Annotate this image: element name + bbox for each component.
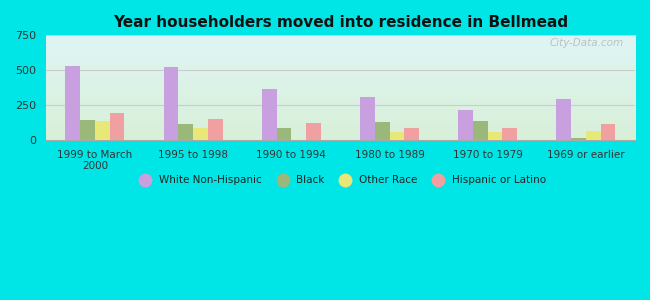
Bar xyxy=(488,132,502,140)
Bar xyxy=(178,124,193,140)
Bar xyxy=(80,120,95,140)
Bar xyxy=(375,122,389,140)
Text: City-Data.com: City-Data.com xyxy=(549,38,623,49)
Bar xyxy=(360,98,375,140)
Bar xyxy=(404,128,419,140)
Bar xyxy=(601,124,616,140)
Bar xyxy=(586,131,601,140)
Bar xyxy=(556,99,571,140)
Legend: White Non-Hispanic, Black, Other Race, Hispanic or Latino: White Non-Hispanic, Black, Other Race, H… xyxy=(131,171,550,189)
Bar xyxy=(95,121,110,140)
Bar xyxy=(571,138,586,140)
Bar xyxy=(473,121,488,140)
Bar xyxy=(66,66,80,140)
Bar xyxy=(193,128,208,140)
Bar xyxy=(502,128,517,140)
Bar xyxy=(208,119,222,140)
Bar xyxy=(306,123,321,140)
Bar xyxy=(277,128,291,140)
Bar xyxy=(458,110,473,140)
Bar xyxy=(262,89,277,140)
Bar xyxy=(389,132,404,140)
Bar xyxy=(110,113,124,140)
Bar xyxy=(164,68,178,140)
Title: Year householders moved into residence in Bellmead: Year householders moved into residence i… xyxy=(113,15,568,30)
